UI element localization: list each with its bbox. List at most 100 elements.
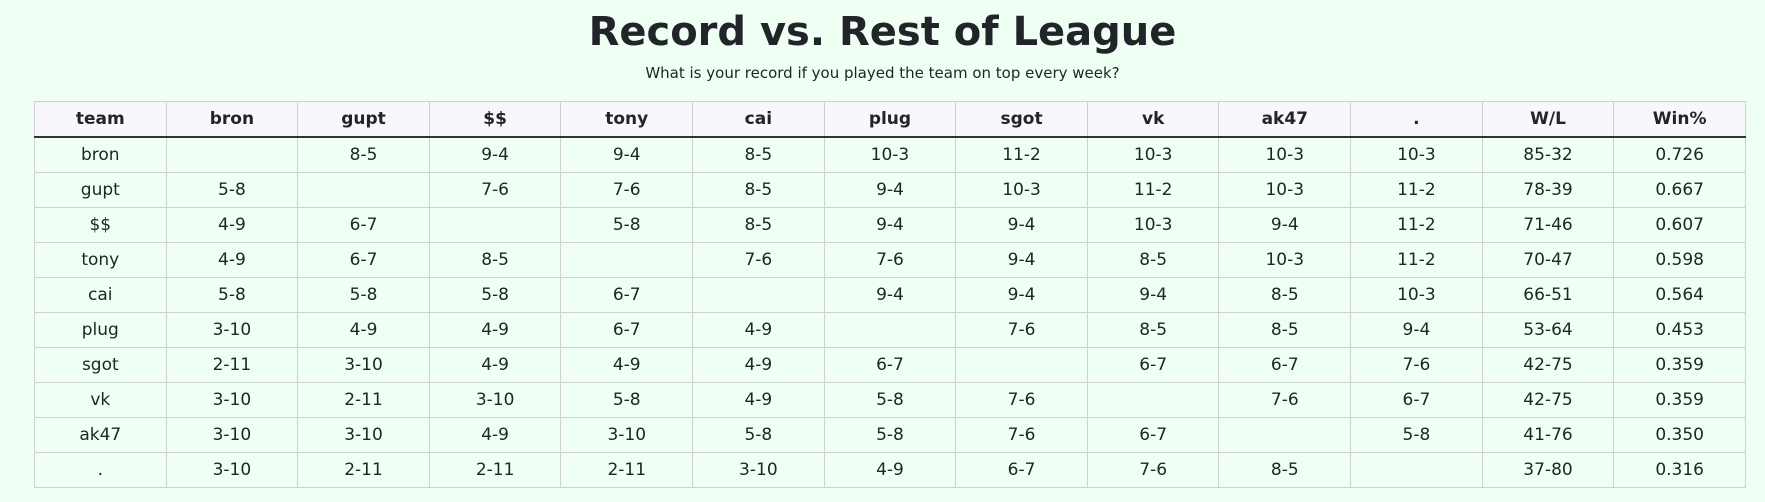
- table-cell: 78-39: [1481, 172, 1615, 208]
- table-cell: 10-3: [1350, 277, 1483, 313]
- table-cell: 70-47: [1481, 242, 1615, 278]
- team-cell: cai: [34, 277, 167, 313]
- table-cell: [165, 136, 299, 173]
- table-cell: 4-9: [165, 207, 299, 243]
- table-cell: [1218, 417, 1352, 453]
- table-cell: 9-4: [428, 136, 562, 173]
- table-row: cai 5-8 5-8 5-8 6-7 9-4 9-4 9-4 8-5 10-3 66-51 0.56…: [34, 277, 1746, 313]
- table-cell: 0.607: [1613, 207, 1746, 243]
- table-cell: 0.316: [1613, 452, 1746, 488]
- table-cell: 8-5: [692, 172, 825, 208]
- record-table: team bron gupt $$ tony cai plug sgot vk ak47. W/L W…: [34, 101, 1746, 488]
- table-cell: 6-7: [955, 452, 1088, 488]
- table-cell: 9-4: [955, 207, 1088, 243]
- table-cell: 8-5: [428, 242, 562, 278]
- table-cell: 8-5: [1086, 312, 1220, 348]
- table-cell: [428, 207, 562, 243]
- table-cell: 6-7: [1086, 347, 1220, 383]
- table-cell: 8-5: [692, 207, 825, 243]
- table-cell: 8-5: [1218, 452, 1352, 488]
- table-cell: [1350, 452, 1483, 488]
- page-title: Record vs. Rest of League: [588, 9, 1177, 55]
- column-header: cai: [692, 101, 825, 138]
- table-cell: 3-10: [428, 382, 562, 418]
- table-cell: 10-3: [823, 136, 957, 173]
- table-cell: 7-6: [1350, 347, 1483, 383]
- table-cell: 3-10: [165, 382, 299, 418]
- column-header: plug: [823, 101, 957, 138]
- table-cell: 10-3: [955, 172, 1088, 208]
- table-row: plug 3-10 4-9 4-9 6-7 4-9 7-6 8-5 8-5 9-4 53-64 0.4…: [34, 312, 1746, 348]
- team-cell: gupt: [34, 172, 167, 208]
- table-cell: [297, 172, 430, 208]
- column-header: bron: [165, 101, 299, 138]
- table-cell: 3-10: [560, 417, 694, 453]
- table-cell: 5-8: [165, 277, 299, 313]
- table-cell: 11-2: [1350, 242, 1483, 278]
- table-cell: 6-7: [1086, 417, 1220, 453]
- table-cell: 8-5: [692, 136, 825, 173]
- table-cell: 6-7: [297, 207, 430, 243]
- table-cell: 9-4: [823, 172, 957, 208]
- table-cell: 9-4: [560, 136, 694, 173]
- column-header: gupt: [297, 101, 430, 138]
- table-cell: 0.667: [1613, 172, 1746, 208]
- table-cell: 5-8: [428, 277, 562, 313]
- table-cell: 7-6: [955, 417, 1088, 453]
- team-cell: vk: [34, 382, 167, 418]
- table-cell: 3-10: [297, 417, 430, 453]
- table-cell: 3-10: [692, 452, 825, 488]
- table-cell: [823, 312, 957, 348]
- table-row: bron 8-5 9-4 9-4 8-5 10-3 11-2 10-3 10-3 10-3 85-3…: [34, 136, 1746, 173]
- table-cell: 3-10: [165, 417, 299, 453]
- table-cell: [560, 242, 694, 278]
- table-cell: 0.359: [1613, 382, 1746, 418]
- column-header: ak47: [1218, 101, 1352, 138]
- table-cell: 5-8: [823, 417, 957, 453]
- table-cell: 8-5: [1218, 277, 1352, 313]
- column-header: .: [1350, 101, 1483, 138]
- table-cell: 0.453: [1613, 312, 1746, 348]
- table-row: vk 3-10 2-11 3-10 5-8 4-9 5-8 7-6 7-6 6-7 42-75 0.3…: [34, 382, 1746, 418]
- table-cell: 9-4: [955, 242, 1088, 278]
- table-cell: [692, 277, 825, 313]
- table-cell: 3-10: [165, 452, 299, 488]
- table-row: . 3-10 2-11 2-11 2-11 3-10 4-9 6-7 7-6 8-5 37-80 0.…: [34, 452, 1746, 488]
- team-cell: $$: [34, 207, 167, 243]
- table-cell: 4-9: [428, 312, 562, 348]
- team-cell: sgot: [34, 347, 167, 383]
- header-row: team bron gupt $$ tony cai plug sgot vk ak47. W/L W…: [34, 101, 1746, 138]
- table-cell: 3-10: [165, 312, 299, 348]
- table-cell: 10-3: [1350, 136, 1483, 173]
- table-cell: 3-10: [297, 347, 430, 383]
- subtitle: What is your record if you played the te…: [645, 64, 1120, 82]
- table-cell: 53-64: [1481, 312, 1615, 348]
- table-row: tony 4-9 6-7 8-5 7-6 7-6 9-4 8-5 10-3 11-2 70-47 0.…: [34, 242, 1746, 278]
- team-cell: bron: [34, 136, 167, 173]
- table-cell: 7-6: [428, 172, 562, 208]
- table-cell: 4-9: [692, 312, 825, 348]
- table-cell: 41-76: [1481, 417, 1615, 453]
- table-cell: 11-2: [955, 136, 1088, 173]
- table-head: team bron gupt $$ tony cai plug sgot vk ak47. W/L W…: [34, 101, 1746, 138]
- table-body: bron 8-5 9-4 9-4 8-5 10-3 11-2 10-3 10-3 10-3 85-3…: [34, 136, 1746, 488]
- table-cell: 0.350: [1613, 417, 1746, 453]
- table-cell: 37-80: [1481, 452, 1615, 488]
- table-cell: 6-7: [297, 242, 430, 278]
- table-cell: 10-3: [1218, 136, 1352, 173]
- table-cell: 7-6: [823, 242, 957, 278]
- table-cell: 10-3: [1086, 136, 1220, 173]
- table-cell: 9-4: [1086, 277, 1220, 313]
- table-cell: 4-9: [692, 382, 825, 418]
- table-cell: 9-4: [1218, 207, 1352, 243]
- table-cell: 7-6: [1086, 452, 1220, 488]
- table-cell: 2-11: [428, 452, 562, 488]
- table-cell: 5-8: [1350, 417, 1483, 453]
- table-cell: 9-4: [955, 277, 1088, 313]
- table-cell: 4-9: [428, 347, 562, 383]
- table-cell: 5-8: [560, 207, 694, 243]
- table-cell: 6-7: [823, 347, 957, 383]
- table-cell: 10-3: [1218, 172, 1352, 208]
- table-cell: 4-9: [165, 242, 299, 278]
- table-cell: 0.564: [1613, 277, 1746, 313]
